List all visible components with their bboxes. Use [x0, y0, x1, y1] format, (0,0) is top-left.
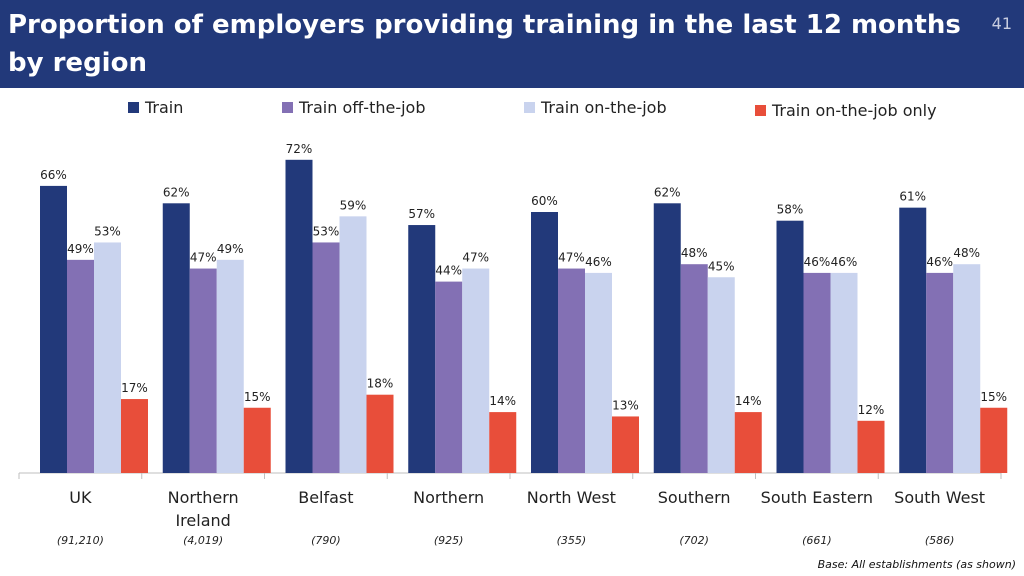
legend-item-train-on-the-job: Train on-the-job — [524, 98, 667, 117]
data-label-train-on-the-job-uk: 53% — [94, 224, 121, 238]
category-label-south-eastern: South Eastern — [761, 488, 873, 507]
bar-train-southern — [653, 203, 681, 474]
base-count-southern: (702) — [679, 534, 709, 547]
legend-label-train-off-the-job: Train off-the-job — [299, 98, 426, 117]
base-count-uk: (91,210) — [57, 534, 104, 547]
data-label-train-off-the-job-south-eastern: 46% — [804, 255, 831, 269]
legend-label-train-on-the-job: Train on-the-job — [541, 98, 667, 117]
data-label-train-uk: 66% — [40, 168, 67, 182]
bar-train-on-the-job-belfast — [339, 216, 367, 473]
legend-item-train-on-the-job-only: Train on-the-job only — [755, 101, 937, 120]
base-note: Base: All establishments (as shown) — [817, 558, 1016, 571]
data-label-train-on-the-job-only-south-eastern: 12% — [858, 403, 885, 417]
data-label-train-off-the-job-northern: 44% — [435, 264, 462, 278]
data-label-train-on-the-job-north-west: 46% — [585, 255, 612, 269]
base-count-north-west: (355) — [557, 534, 587, 547]
bar-train-on-the-job-only-northern — [489, 412, 517, 473]
data-label-train-on-the-job-only-northern: 14% — [489, 394, 516, 408]
legend-item-train-off-the-job: Train off-the-job — [282, 98, 425, 117]
bar-train-on-the-job-south-eastern — [830, 272, 858, 473]
bar-train-off-the-job-north-west — [558, 268, 585, 473]
bar-train-northern-ireland — [162, 203, 190, 474]
data-label-train-southern: 62% — [654, 185, 681, 199]
bar-train-on-the-job-only-south-west — [980, 407, 1008, 473]
bar-train-north-west — [531, 212, 558, 473]
legend-swatch-train — [128, 102, 139, 113]
category-label-belfast: Belfast — [298, 488, 353, 507]
data-label-train-on-the-job-only-northern-ireland: 15% — [244, 390, 271, 404]
bar-train-belfast — [285, 159, 313, 474]
legend-swatch-train-off-the-job — [282, 102, 293, 113]
data-label-train-on-the-job-only-southern: 14% — [735, 394, 762, 408]
data-label-train-on-the-job-south-west: 48% — [953, 246, 980, 260]
category-label-south-west: South West — [894, 488, 985, 507]
bar-train-on-the-job-north-west — [585, 272, 612, 473]
bar-train-on-the-job-northern — [462, 268, 490, 473]
base-count-belfast: (790) — [311, 534, 341, 547]
category-label-northern-ireland: Northern — [168, 488, 239, 507]
data-label-train-northern: 57% — [408, 207, 435, 221]
base-count-northern-ireland: (4,019) — [183, 534, 223, 547]
data-label-train-off-the-job-southern: 48% — [681, 246, 708, 260]
bar-train-on-the-job-only-belfast — [366, 394, 394, 473]
bar-train-on-the-job-only-southern — [734, 412, 762, 473]
data-label-train-off-the-job-north-west: 47% — [558, 251, 585, 265]
legend-label-train-on-the-job-only: Train on-the-job only — [772, 101, 937, 120]
category-label-uk: UK — [69, 488, 92, 507]
base-count-south-eastern: (661) — [802, 534, 832, 547]
data-label-train-south-eastern: 58% — [777, 203, 804, 217]
data-label-train-on-the-job-northern: 47% — [462, 251, 489, 265]
bar-train-south-west — [899, 207, 927, 473]
legend-label-train: Train — [145, 98, 184, 117]
data-label-train-on-the-job-only-belfast: 18% — [367, 377, 394, 391]
data-label-train-off-the-job-south-west: 46% — [926, 255, 953, 269]
bar-train-northern — [408, 225, 436, 473]
data-label-train-belfast: 72% — [286, 142, 313, 156]
data-label-train-on-the-job-belfast: 59% — [340, 198, 367, 212]
bar-train-off-the-job-uk — [67, 259, 94, 473]
data-label-train-on-the-job-only-south-west: 15% — [980, 390, 1007, 404]
bar-train-on-the-job-only-north-west — [612, 416, 639, 473]
category-label-northern-ireland: Ireland — [175, 511, 230, 530]
category-label-north-west: North West — [527, 488, 616, 507]
bar-train-on-the-job-only-south-eastern — [857, 420, 885, 473]
bar-train-on-the-job-southern — [707, 277, 735, 473]
legend-item-train: Train — [128, 98, 183, 117]
bar-train-on-the-job-only-northern-ireland — [243, 407, 271, 473]
data-label-train-northern-ireland: 62% — [163, 185, 190, 199]
legend-swatch-train-on-the-job-only — [755, 105, 766, 116]
category-label-northern: Northern — [413, 488, 484, 507]
data-label-train-off-the-job-uk: 49% — [67, 242, 94, 256]
bar-train-on-the-job-south-west — [953, 264, 981, 473]
base-count-northern: (925) — [434, 534, 464, 547]
data-label-train-north-west: 60% — [531, 194, 558, 208]
base-count-south-west: (586) — [925, 534, 955, 547]
bar-train-off-the-job-south-eastern — [803, 272, 831, 473]
bar-train-off-the-job-south-west — [926, 272, 954, 473]
bar-train-south-eastern — [776, 220, 804, 473]
bar-train-on-the-job-only-uk — [121, 399, 148, 473]
data-label-train-off-the-job-belfast: 53% — [313, 224, 340, 238]
data-label-train-on-the-job-only-uk: 17% — [121, 381, 148, 395]
title-banner: Proportion of employers providing traini… — [0, 0, 1024, 88]
bar-train-on-the-job-uk — [94, 242, 121, 473]
bar-train-uk — [40, 185, 67, 473]
data-label-train-on-the-job-south-eastern: 46% — [831, 255, 858, 269]
bar-train-on-the-job-northern-ireland — [216, 259, 244, 473]
slide-title: Proportion of employers providing traini… — [8, 10, 961, 78]
data-label-train-on-the-job-southern: 45% — [708, 259, 735, 273]
page-number: 41 — [991, 14, 1012, 33]
data-label-train-on-the-job-only-north-west: 13% — [612, 398, 639, 412]
data-label-train-off-the-job-northern-ireland: 47% — [190, 251, 217, 265]
category-label-southern: Southern — [658, 488, 731, 507]
data-label-train-on-the-job-northern-ireland: 49% — [217, 242, 244, 256]
legend-swatch-train-on-the-job — [524, 102, 535, 113]
bar-train-off-the-job-northern-ireland — [189, 268, 217, 473]
bar-train-off-the-job-southern — [680, 264, 708, 473]
data-label-train-south-west: 61% — [899, 190, 926, 204]
bar-train-off-the-job-belfast — [312, 242, 340, 473]
bar-train-off-the-job-northern — [435, 281, 463, 473]
